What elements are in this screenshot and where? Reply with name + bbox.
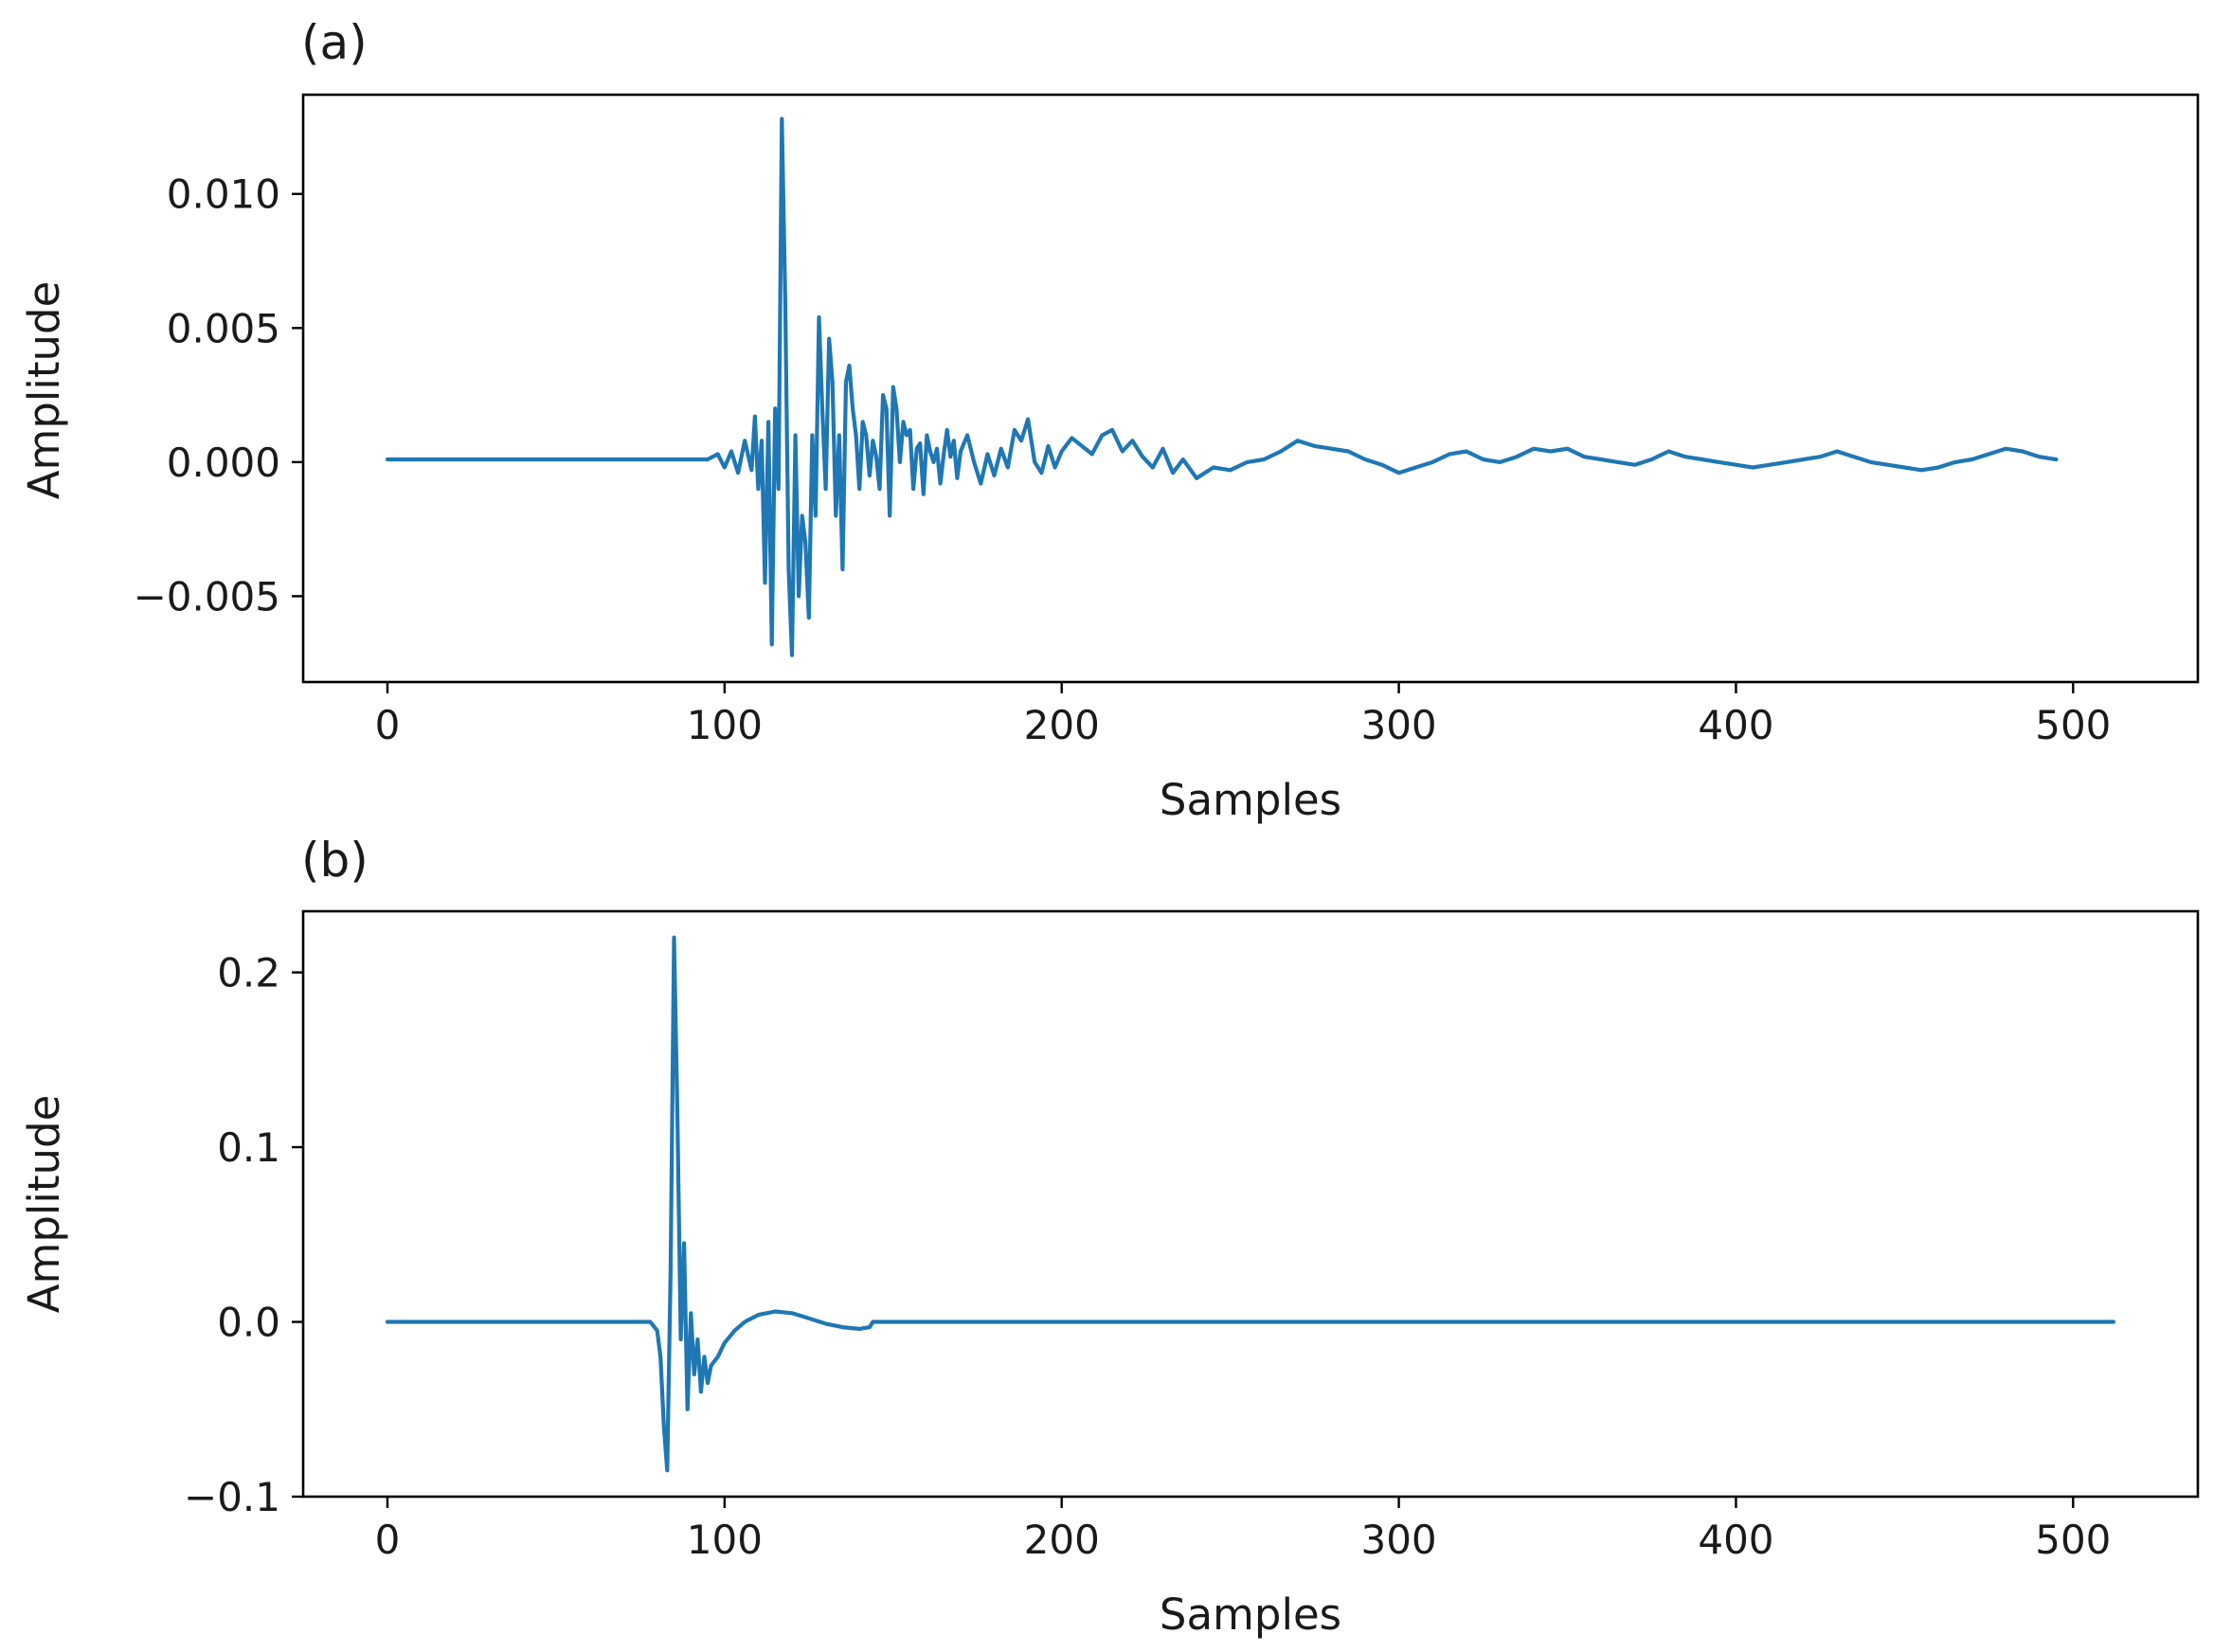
x-tick-label-a: 0 <box>375 702 401 748</box>
x-tick-label-a: 200 <box>1024 702 1100 748</box>
x-tick-label-a: 500 <box>2035 702 2111 748</box>
chart-panel-b: (b) −0.1 0.0 0.1 0.2 0 100 200 300 400 500 Sampl… <box>19 833 2200 1640</box>
y-tick-label-b: 0.0 <box>217 1300 280 1346</box>
x-tick-label-b: 300 <box>1360 1517 1436 1563</box>
x-tick-label-b: 400 <box>1698 1517 1773 1563</box>
plot-frame-b <box>301 909 2200 1499</box>
y-axis-label-b: Amplitude <box>19 1095 69 1314</box>
x-tick-label-b: 0 <box>375 1517 401 1563</box>
panel-label-b: (b) <box>301 833 369 888</box>
x-tick-label-b: 200 <box>1024 1517 1100 1563</box>
x-axis-label-a: Samples <box>1160 775 1341 825</box>
y-tick-label-a: −0.005 <box>134 573 280 620</box>
panel-label-a: (a) <box>301 15 368 70</box>
signal-line-b <box>385 935 2116 1473</box>
y-tick-label-a: 0.005 <box>167 305 280 351</box>
signal-line-a <box>385 117 2059 657</box>
y-ticks-a: −0.005 0.000 0.005 0.010 <box>134 171 303 620</box>
x-tick-label-a: 400 <box>1698 702 1773 748</box>
y-tick-label-b: 0.2 <box>217 950 280 997</box>
x-tick-label-b: 500 <box>2035 1517 2111 1563</box>
y-tick-label-a: 0.000 <box>167 440 280 486</box>
x-ticks-a: 0 100 200 300 400 500 <box>375 682 2111 748</box>
x-tick-label-a: 100 <box>687 702 763 748</box>
x-tick-label-a: 300 <box>1360 702 1436 748</box>
y-tick-label-b: 0.1 <box>217 1124 280 1171</box>
y-ticks-b: −0.1 0.0 0.1 0.2 <box>184 950 303 1520</box>
x-tick-label-b: 100 <box>687 1517 763 1563</box>
x-axis-label-b: Samples <box>1160 1589 1341 1640</box>
plot-frame-a <box>301 93 2200 684</box>
x-ticks-b: 0 100 200 300 400 500 <box>375 1497 2111 1563</box>
y-axis-label-a: Amplitude <box>19 281 69 500</box>
y-tick-label-a: 0.010 <box>167 171 280 218</box>
chart-panel-a: (a) −0.005 0.000 0.005 0.010 0 100 200 300 400 5… <box>19 15 2200 825</box>
y-tick-label-b: −0.1 <box>184 1474 280 1520</box>
